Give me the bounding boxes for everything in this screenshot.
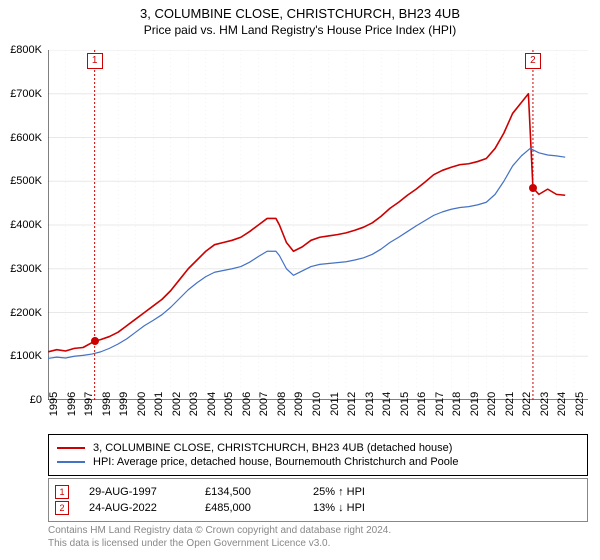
sale-price: £485,000	[205, 502, 305, 514]
y-tick-label: £400K	[0, 219, 42, 231]
legend-swatch	[57, 447, 85, 449]
x-tick-label: 2018	[451, 392, 463, 416]
x-tick-label: 1998	[101, 392, 113, 416]
chart-area: £0£100K£200K£300K£400K£500K£600K£700K£80…	[48, 50, 588, 400]
x-tick-label: 2010	[311, 392, 323, 416]
legend-item: HPI: Average price, detached house, Bour…	[57, 456, 579, 468]
x-tick-label: 1995	[48, 392, 60, 416]
x-tick-label: 2003	[188, 392, 200, 416]
y-tick-label: £600K	[0, 132, 42, 144]
y-tick-label: £0	[0, 394, 42, 406]
y-tick-label: £300K	[0, 263, 42, 275]
x-tick-label: 2022	[521, 392, 533, 416]
sale-date: 24-AUG-2022	[77, 502, 197, 514]
legend-swatch	[57, 461, 85, 463]
sale-date: 29-AUG-1997	[77, 486, 197, 498]
footer-line: Contains HM Land Registry data © Crown c…	[48, 524, 588, 537]
x-tick-label: 2013	[364, 392, 376, 416]
footer: Contains HM Land Registry data © Crown c…	[48, 524, 588, 550]
x-tick-label: 2023	[539, 392, 551, 416]
plot-svg	[48, 50, 588, 400]
x-tick-label: 2015	[399, 392, 411, 416]
x-tick-label: 1999	[118, 392, 130, 416]
legend-label: 3, COLUMBINE CLOSE, CHRISTCHURCH, BH23 4…	[93, 442, 452, 454]
sale-marker-icon: 2	[55, 501, 69, 515]
x-tick-label: 2002	[171, 392, 183, 416]
legend-item: 3, COLUMBINE CLOSE, CHRISTCHURCH, BH23 4…	[57, 442, 579, 454]
sale-price: £134,500	[205, 486, 305, 498]
x-tick-label: 2020	[486, 392, 498, 416]
sale-diff: 13% ↓ HPI	[313, 502, 413, 514]
legend-label: HPI: Average price, detached house, Bour…	[93, 456, 458, 468]
sale-row: 2 24-AUG-2022 £485,000 13% ↓ HPI	[55, 501, 581, 515]
sale-marker-flag: 1	[87, 53, 103, 69]
y-tick-label: £700K	[0, 88, 42, 100]
x-tick-label: 2025	[574, 392, 586, 416]
sales-table: 1 29-AUG-1997 £134,500 25% ↑ HPI 2 24-AU…	[48, 478, 588, 522]
x-tick-label: 2014	[381, 392, 393, 416]
footer-line: This data is licensed under the Open Gov…	[48, 537, 588, 550]
legend: 3, COLUMBINE CLOSE, CHRISTCHURCH, BH23 4…	[48, 434, 588, 476]
x-tick-label: 2000	[136, 392, 148, 416]
chart-subtitle: Price paid vs. HM Land Registry's House …	[0, 23, 600, 37]
x-tick-label: 2021	[504, 392, 516, 416]
x-tick-label: 2005	[223, 392, 235, 416]
sale-marker-flag: 2	[525, 53, 541, 69]
x-tick-label: 2001	[153, 392, 165, 416]
x-tick-label: 2016	[416, 392, 428, 416]
y-tick-label: £500K	[0, 175, 42, 187]
sale-marker-point	[91, 337, 99, 345]
chart-title: 3, COLUMBINE CLOSE, CHRISTCHURCH, BH23 4…	[0, 6, 600, 21]
x-tick-label: 2017	[434, 392, 446, 416]
x-tick-label: 2024	[556, 392, 568, 416]
x-tick-label: 2019	[469, 392, 481, 416]
x-tick-label: 2006	[241, 392, 253, 416]
sale-marker-icon: 1	[55, 485, 69, 499]
y-tick-label: £800K	[0, 44, 42, 56]
x-tick-label: 2008	[276, 392, 288, 416]
x-tick-label: 2012	[346, 392, 358, 416]
x-tick-label: 2011	[329, 392, 341, 416]
title-block: 3, COLUMBINE CLOSE, CHRISTCHURCH, BH23 4…	[0, 0, 600, 41]
chart-container: 3, COLUMBINE CLOSE, CHRISTCHURCH, BH23 4…	[0, 0, 600, 560]
y-tick-label: £100K	[0, 350, 42, 362]
sale-diff: 25% ↑ HPI	[313, 486, 413, 498]
x-tick-label: 2009	[293, 392, 305, 416]
x-tick-label: 1997	[83, 392, 95, 416]
x-tick-label: 2007	[258, 392, 270, 416]
x-tick-label: 1996	[66, 392, 78, 416]
sale-row: 1 29-AUG-1997 £134,500 25% ↑ HPI	[55, 485, 581, 499]
x-tick-label: 2004	[206, 392, 218, 416]
y-tick-label: £200K	[0, 307, 42, 319]
sale-marker-point	[529, 184, 537, 192]
